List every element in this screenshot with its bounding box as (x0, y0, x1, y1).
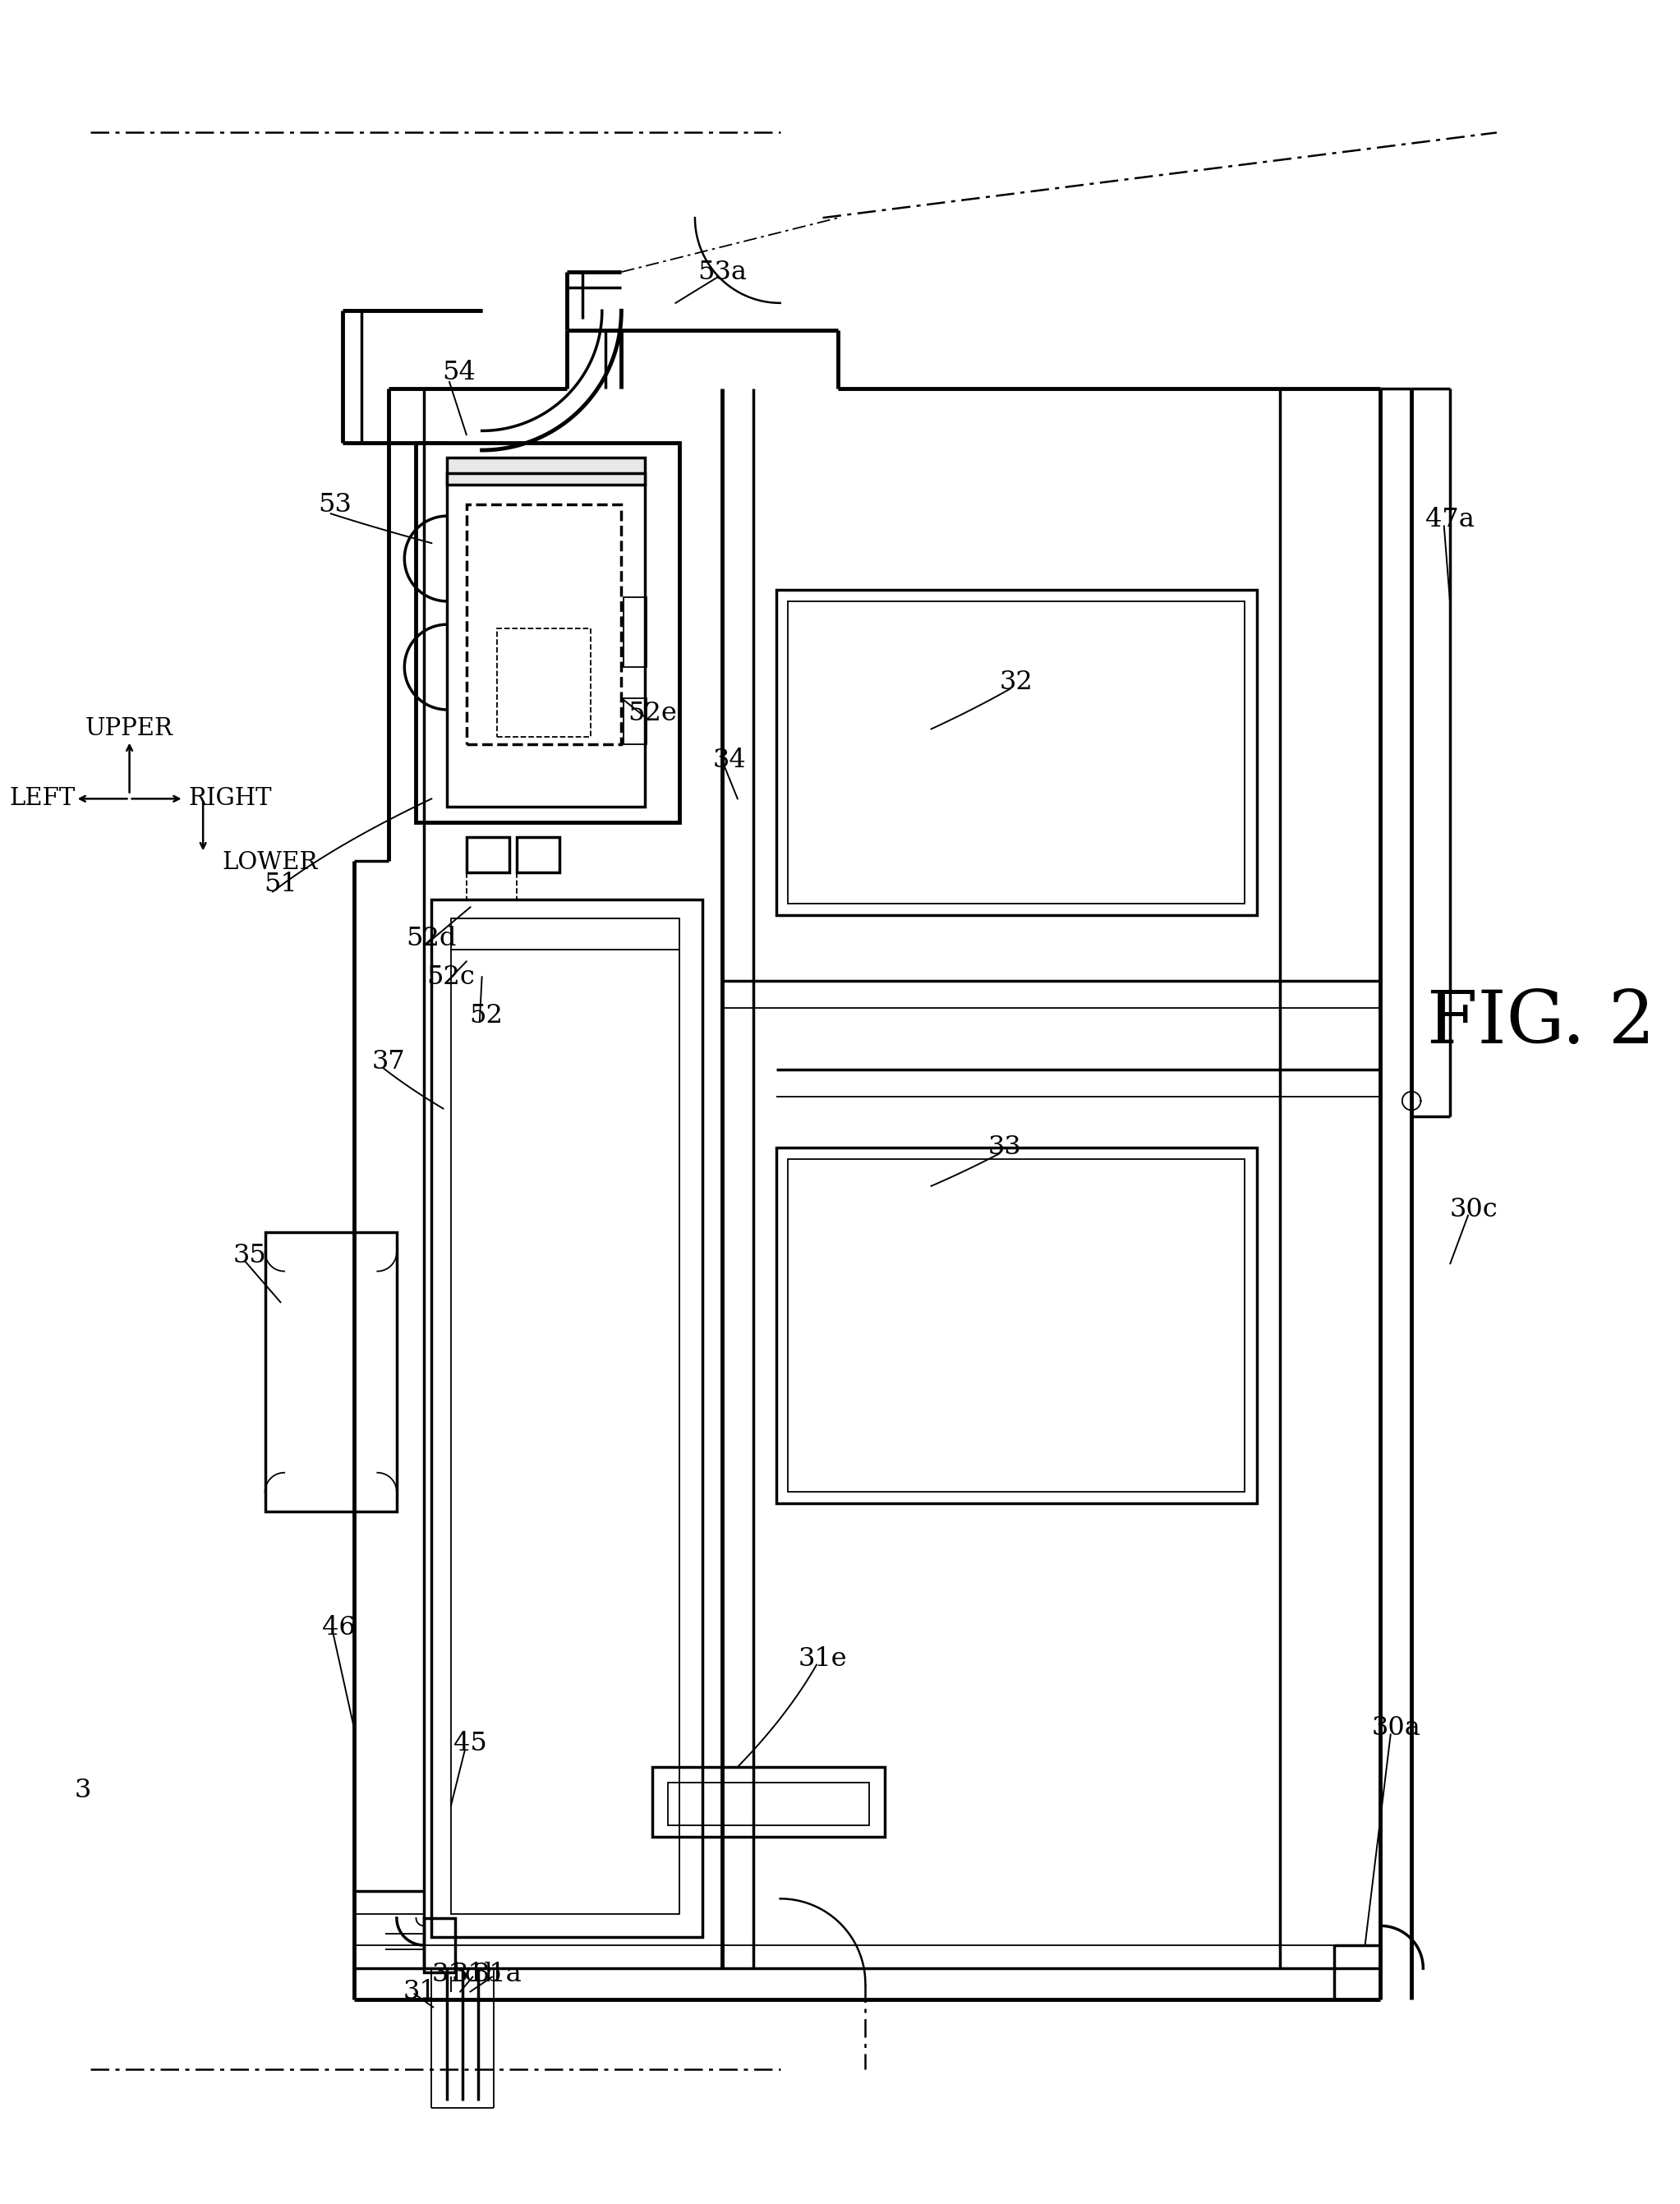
Text: 45: 45 (454, 1730, 487, 1757)
Bar (776, 591, 1257, 915)
Text: 52: 52 (469, 1003, 502, 1029)
Text: 52e: 52e (628, 701, 677, 727)
Bar (432, 899, 702, 1937)
Bar (447, 458, 645, 485)
Text: 31c: 31c (432, 1962, 480, 1988)
Text: 31: 31 (403, 1979, 437, 2003)
Text: 32: 32 (1000, 670, 1033, 694)
Text: UPPER: UPPER (86, 719, 173, 741)
Text: 46: 46 (323, 1616, 356, 1640)
Text: 3: 3 (74, 1776, 91, 1803)
Text: 31a: 31a (472, 1962, 522, 1988)
Text: LEFT: LEFT (10, 787, 76, 811)
Bar (623, 699, 647, 745)
Text: 53a: 53a (697, 260, 746, 284)
Text: 35: 35 (234, 1243, 267, 1270)
Text: 52c: 52c (427, 963, 475, 990)
Bar (497, 628, 590, 736)
Text: LOWER: LOWER (222, 851, 318, 873)
Bar (417, 443, 679, 822)
Text: 30a: 30a (1371, 1715, 1421, 1741)
Bar (517, 838, 559, 873)
Bar (467, 505, 622, 745)
Text: 51: 51 (264, 871, 297, 897)
Text: 54: 54 (442, 359, 475, 386)
Bar (669, 1783, 869, 1825)
Bar (652, 1768, 885, 1836)
Bar (788, 602, 1245, 904)
Text: 30c: 30c (1450, 1197, 1497, 1221)
Text: 53: 53 (318, 491, 351, 518)
Text: 52d: 52d (407, 926, 457, 950)
Bar (623, 597, 647, 668)
Text: 31b: 31b (452, 1962, 502, 1988)
Text: 47a: 47a (1426, 507, 1475, 533)
Bar (447, 474, 645, 807)
Text: RIGHT: RIGHT (188, 787, 272, 811)
Text: FIG. 2: FIG. 2 (1426, 987, 1655, 1060)
Bar (776, 1148, 1257, 1503)
Text: 31e: 31e (798, 1646, 847, 1671)
Bar (450, 919, 679, 1915)
Bar (423, 1917, 455, 1973)
Text: 37: 37 (373, 1049, 405, 1076)
Text: 33: 33 (988, 1135, 1021, 1159)
Text: 34: 34 (712, 747, 746, 774)
Bar (788, 1159, 1245, 1492)
Bar (265, 1232, 396, 1512)
Bar (467, 838, 509, 873)
